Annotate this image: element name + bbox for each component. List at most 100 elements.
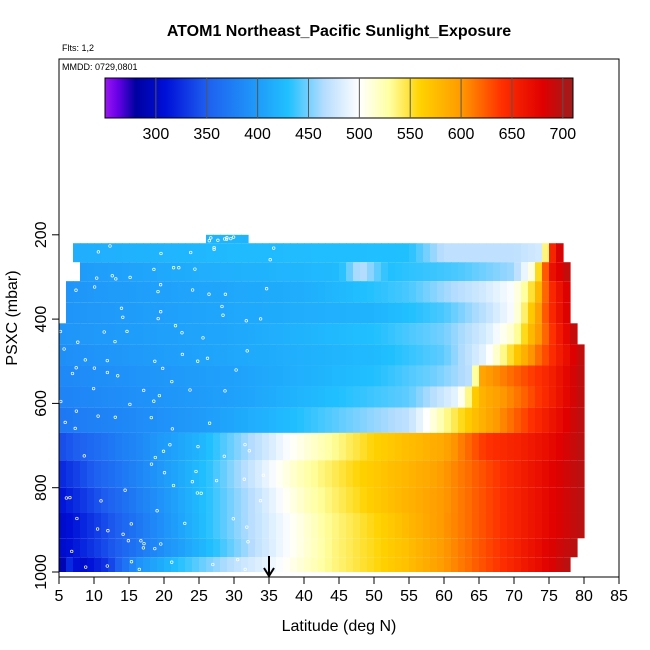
heatmap-cell <box>129 302 137 324</box>
heatmap-cell <box>248 323 256 345</box>
heatmap-cell <box>122 407 130 433</box>
heatmap-cell <box>311 407 319 433</box>
heatmap-cell <box>339 557 347 572</box>
heatmap-cell <box>59 344 67 366</box>
heatmap-cell <box>577 365 585 387</box>
heatmap-cell <box>150 487 158 513</box>
heatmap-cell <box>213 281 221 303</box>
heatmap-cell <box>493 512 501 539</box>
heatmap-cell <box>150 460 158 488</box>
heatmap-cell <box>388 538 396 558</box>
heatmap-cell <box>542 386 550 408</box>
heatmap-cell <box>269 262 277 282</box>
heatmap-cell <box>192 512 200 539</box>
heatmap-cell <box>339 262 347 282</box>
heatmap-cell <box>101 262 109 282</box>
heatmap-cell <box>528 407 536 433</box>
observation-point <box>152 267 156 272</box>
heatmap-cell <box>500 538 508 558</box>
heatmap-cell <box>332 262 340 282</box>
heatmap-cell <box>122 323 130 345</box>
heatmap-cell <box>472 243 480 263</box>
heatmap-cell <box>241 538 249 558</box>
heatmap-cell <box>409 460 417 488</box>
heatmap-cell <box>73 407 81 433</box>
heatmap-cell <box>94 323 102 345</box>
heatmap-cell <box>360 365 368 387</box>
heatmap-cell <box>388 487 396 513</box>
heatmap-cell <box>143 323 151 345</box>
heatmap-cell <box>66 344 74 366</box>
heatmap-cell <box>143 262 151 282</box>
heatmap-cell <box>332 407 340 433</box>
heatmap-cell <box>451 262 459 282</box>
y-axis: 200 400 600 800 1000 <box>33 221 60 590</box>
heatmap-cell <box>563 323 571 345</box>
heatmap-cell <box>80 512 88 539</box>
heatmap-cell <box>290 460 298 488</box>
heatmap-cell <box>192 281 200 303</box>
observation-point <box>92 366 97 370</box>
heatmap-cell <box>360 243 368 263</box>
heatmap-cell <box>283 344 291 366</box>
heatmap-cell <box>101 407 109 433</box>
heatmap-cell <box>262 557 270 572</box>
x-tick-label: 20 <box>155 588 173 605</box>
heatmap-cell <box>269 344 277 366</box>
colorbar-tick-label: 550 <box>397 126 424 143</box>
y-tick-label: 400 <box>33 306 50 333</box>
heatmap-cell <box>458 386 466 408</box>
heatmap-cell <box>367 538 375 558</box>
heatmap-cell <box>234 432 242 461</box>
heatmap-cell <box>353 512 361 539</box>
heatmap-cell <box>297 386 305 408</box>
heatmap-cell <box>255 512 263 539</box>
observation-point <box>189 250 193 255</box>
observation-point <box>171 266 176 270</box>
heatmap-cell <box>332 243 340 263</box>
observation-point <box>99 499 103 503</box>
heatmap-cell <box>577 487 585 513</box>
heatmap-cell <box>143 243 151 263</box>
heatmap-cell <box>87 302 95 324</box>
heatmap-cell <box>409 323 417 345</box>
heatmap-cell <box>374 487 382 513</box>
heatmap-cell <box>178 460 186 488</box>
heatmap-cell <box>178 302 186 324</box>
heatmap-cell <box>500 460 508 488</box>
heatmap-cell <box>136 487 144 513</box>
heatmap-cell <box>136 432 144 461</box>
observation-point <box>129 560 134 564</box>
heatmap-cell <box>416 365 424 387</box>
heatmap-cell <box>388 302 396 324</box>
heatmap-cell <box>101 323 109 345</box>
heatmap-cell <box>346 281 354 303</box>
observation-point <box>114 277 118 281</box>
heatmap-cell <box>185 262 193 282</box>
colorbar-tick-label: 450 <box>295 126 322 143</box>
heatmap-cell <box>374 512 382 539</box>
heatmap-cell <box>409 407 417 433</box>
heatmap-cell <box>311 344 319 366</box>
heatmap-cell <box>332 281 340 303</box>
heatmap-cell <box>234 323 242 345</box>
observation-point <box>180 331 184 335</box>
heatmap-cell <box>115 407 123 433</box>
heatmap-cell <box>94 262 102 282</box>
heatmap-cell <box>122 512 130 539</box>
heatmap-cells <box>59 234 585 572</box>
heatmap-cell <box>374 323 382 345</box>
heatmap-cell <box>318 487 326 513</box>
heatmap-cell <box>248 344 256 366</box>
heatmap-cell <box>164 460 172 488</box>
heatmap-cell <box>367 407 375 433</box>
heatmap-cell <box>115 344 123 366</box>
heatmap-cell <box>262 538 270 558</box>
heatmap-cell <box>73 323 81 345</box>
heatmap-cell <box>185 512 193 539</box>
heatmap-cell <box>486 302 494 324</box>
heatmap-cell <box>143 365 151 387</box>
heatmap-cell <box>157 262 165 282</box>
heatmap-cell <box>346 512 354 539</box>
heatmap-cell <box>276 386 284 408</box>
